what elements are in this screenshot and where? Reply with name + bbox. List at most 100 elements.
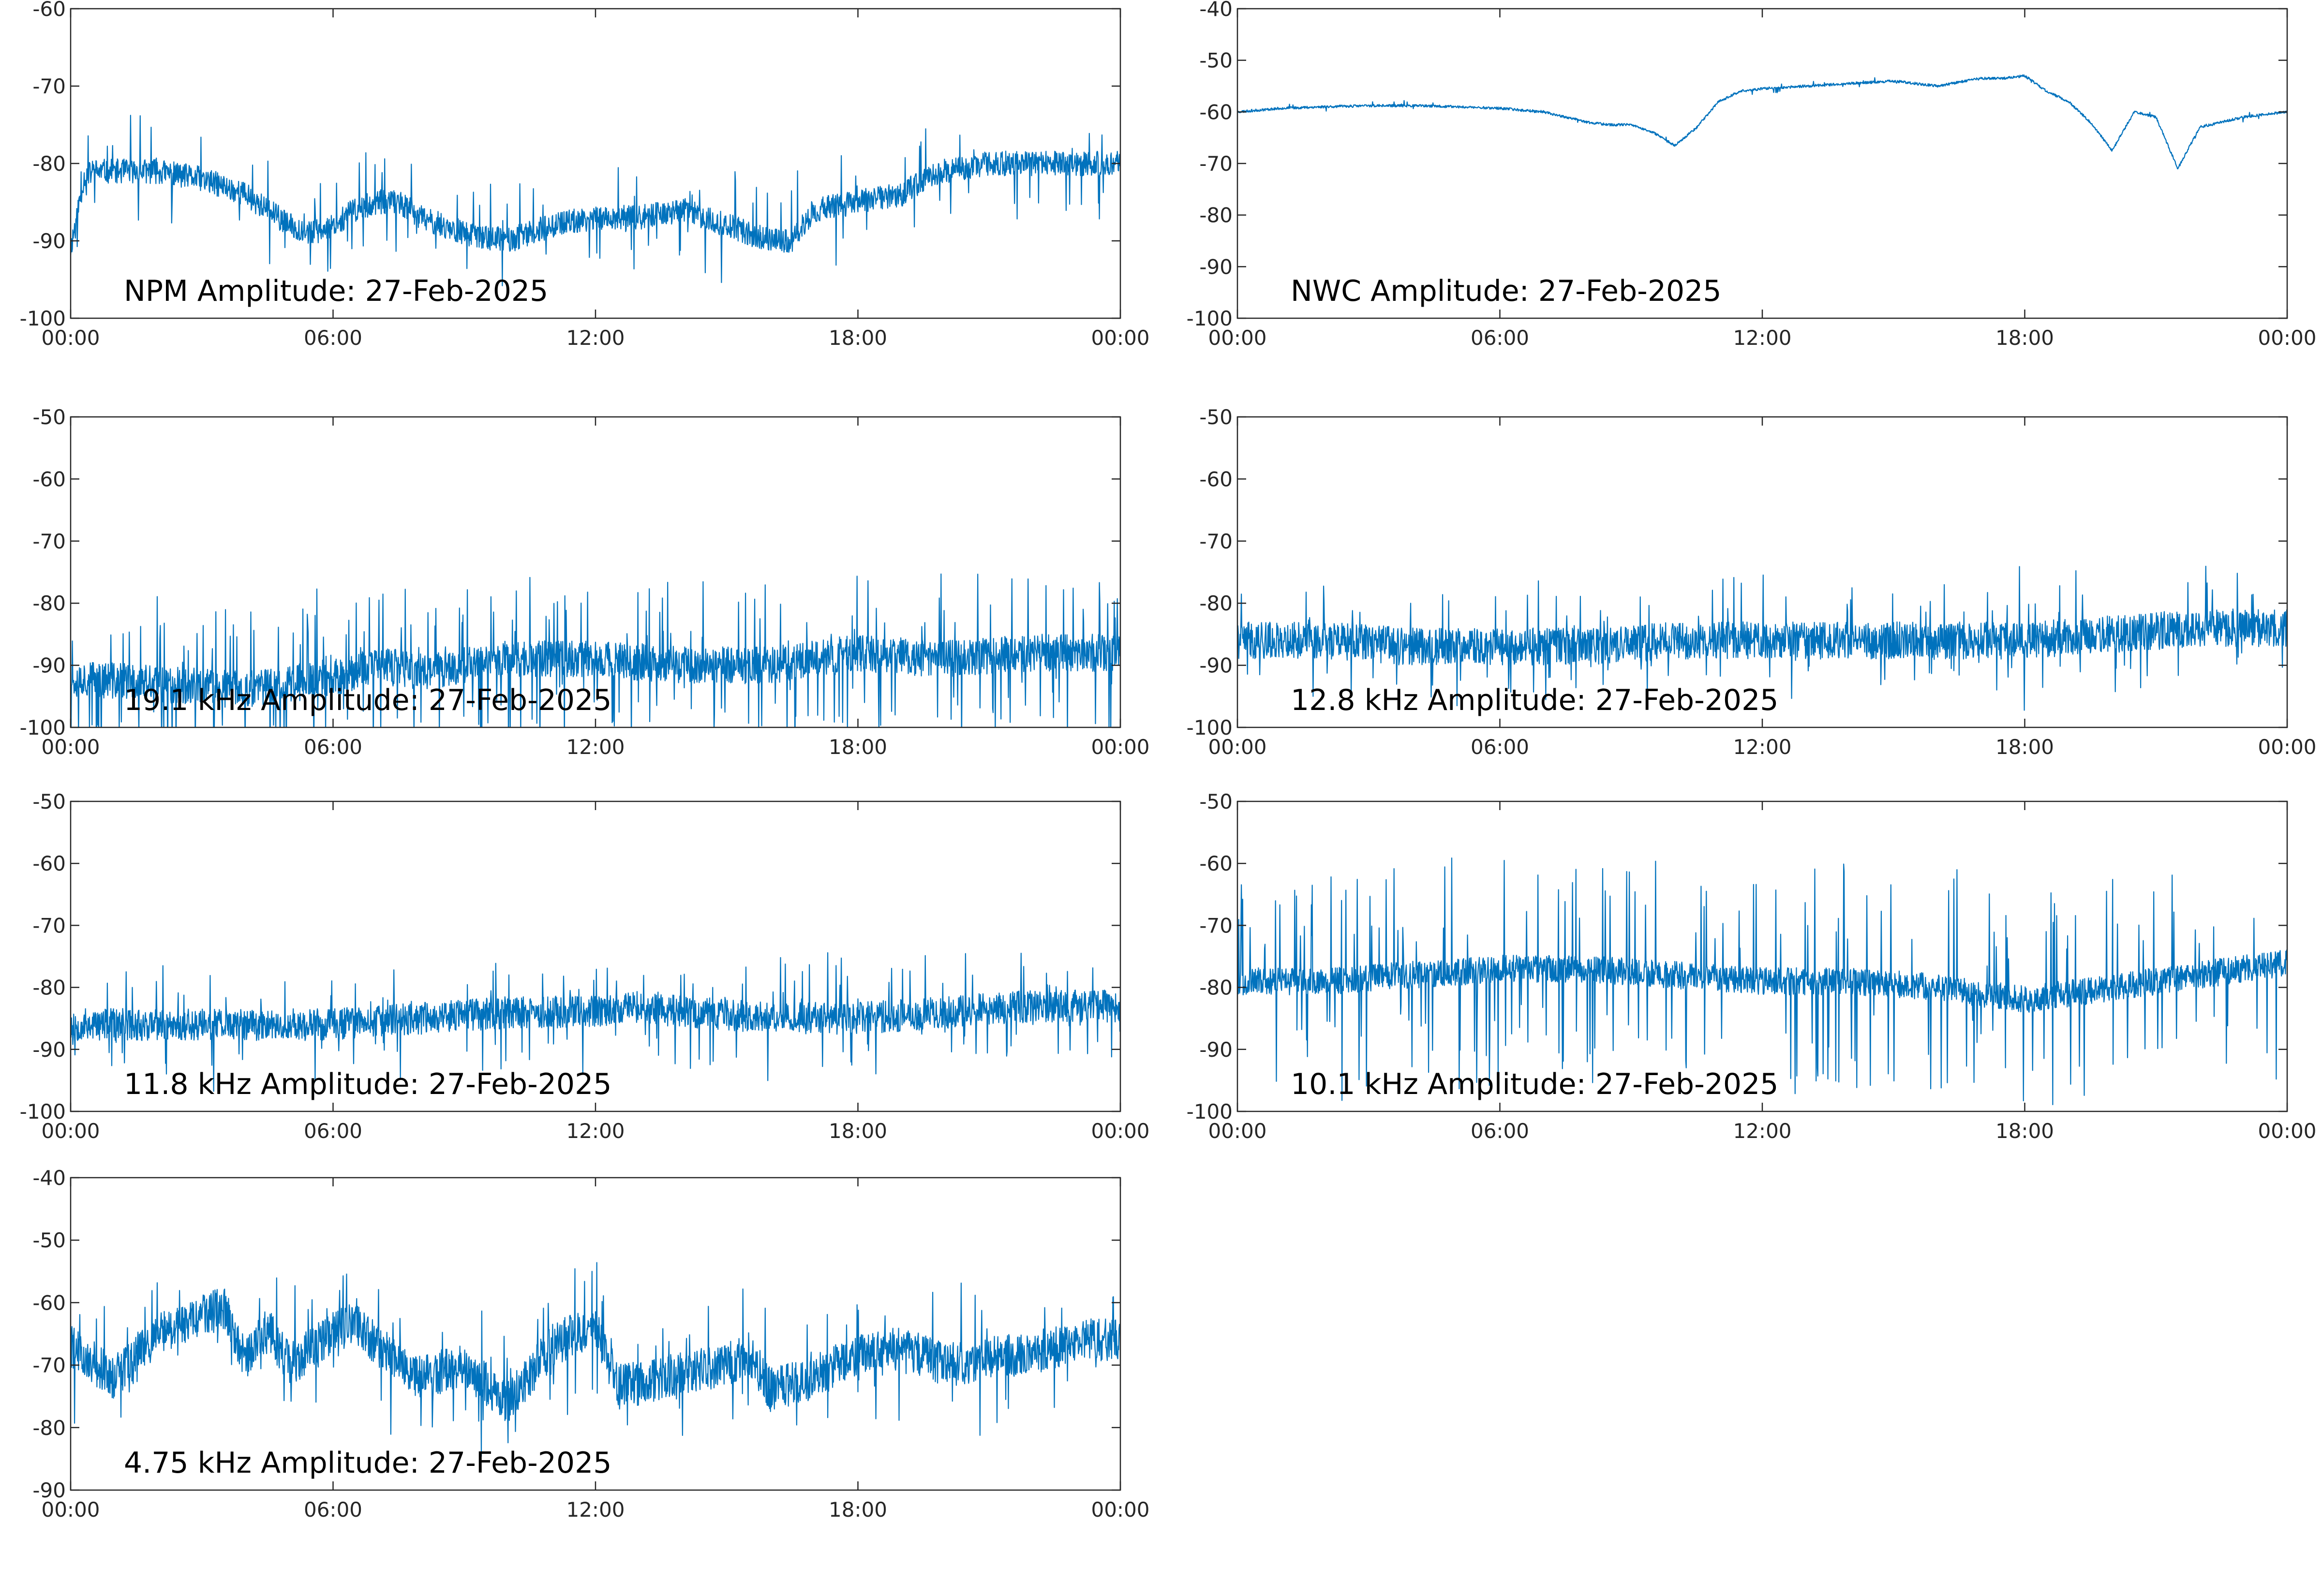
x-tick-label: 00:00 — [1208, 735, 1266, 759]
x-tick-label: 00:00 — [41, 1498, 100, 1522]
y-tick-label: -90 — [32, 654, 66, 678]
x-tick-label: 00:00 — [1091, 1498, 1149, 1522]
y-tick-label: -90 — [32, 229, 66, 253]
y-tick-label: -60 — [1199, 467, 1233, 491]
y-tick-label: -90 — [32, 1478, 66, 1502]
y-tick-label: -70 — [1199, 152, 1233, 176]
panel-title: 19.1 kHz Amplitude: 27-Feb-2025 — [124, 683, 611, 717]
x-tick-label: 18:00 — [1995, 1119, 2054, 1143]
x-tick-label: 00:00 — [1091, 326, 1149, 350]
amplitude-panel: -100 -90 -80 -70 -60 -50 -40 00:00 06:00 12:00 18:… — [1187, 0, 2317, 350]
x-tick-label: 18:00 — [829, 326, 887, 350]
y-tick-label: -50 — [32, 790, 66, 813]
y-tick-label: -100 — [1187, 716, 1233, 739]
amplitude-panel: -100 -90 -80 -70 -60 -50 00:00 06:00 12:00 18:00 0… — [1187, 405, 2317, 759]
y-tick-label: -50 — [32, 405, 66, 429]
x-tick-label: 00:00 — [41, 1119, 100, 1143]
y-tick-label: -80 — [32, 1416, 66, 1440]
axes-frame — [1236, 416, 2288, 728]
y-tick-label: -60 — [1199, 852, 1233, 875]
x-tick-label: 18:00 — [829, 1119, 887, 1143]
amplitude-panel: -100 -90 -80 -70 -60 00:00 06:00 12:00 18:00 00:0… — [20, 0, 1150, 350]
x-tick-label: 12:00 — [1733, 735, 1791, 759]
amplitude-panel: -100 -90 -80 -70 -60 -50 00:00 06:00 12:00 18:00 0… — [1187, 790, 2317, 1143]
x-tick-label: 00:00 — [41, 326, 100, 350]
x-tick-label: 00:00 — [2258, 1119, 2316, 1143]
x-tick-label: 18:00 — [829, 735, 887, 759]
x-tick-label: 12:00 — [1733, 326, 1791, 350]
y-tick-label: -60 — [32, 1291, 66, 1315]
y-tick-label: -80 — [1199, 204, 1233, 227]
amplitude-series-line — [1237, 857, 2287, 1106]
amplitude-series-line — [71, 115, 1120, 286]
x-tick-label: 06:00 — [1471, 735, 1529, 759]
panel-title: NWC Amplitude: 27-Feb-2025 — [1291, 274, 1722, 308]
y-tick-label: -90 — [1199, 654, 1233, 678]
amplitude-panel: -90 -80 -70 -60 -50 -40 00:00 06:00 12:00 18:00 00… — [32, 1166, 1149, 1522]
y-tick-label: -40 — [32, 1166, 66, 1190]
y-tick-label: -40 — [1199, 0, 1233, 21]
x-tick-label: 18:00 — [829, 1498, 887, 1522]
y-tick-label: -100 — [20, 716, 66, 739]
amplitude-series-line — [71, 573, 1120, 727]
y-tick-label: -100 — [1187, 1100, 1233, 1123]
x-tick-label: 00:00 — [1208, 326, 1266, 350]
y-tick-label: -90 — [1199, 1038, 1233, 1062]
x-tick-label: 00:00 — [1208, 1119, 1266, 1143]
x-tick-label: 12:00 — [566, 1119, 625, 1143]
axes-frame — [1236, 8, 2288, 319]
amplitude-series-line — [1237, 565, 2287, 711]
y-tick-label: -50 — [32, 1228, 66, 1252]
x-tick-label: 00:00 — [2258, 735, 2316, 759]
panel-title: 4.75 kHz Amplitude: 27-Feb-2025 — [124, 1446, 611, 1480]
x-tick-label: 12:00 — [566, 1498, 625, 1522]
y-tick-label: -80 — [32, 152, 66, 176]
y-tick-label: -70 — [32, 530, 66, 553]
panel-title: 12.8 kHz Amplitude: 27-Feb-2025 — [1291, 683, 1778, 717]
x-tick-label: 18:00 — [1995, 326, 2054, 350]
amplitude-series-line — [1237, 74, 2287, 170]
panel-title: 11.8 kHz Amplitude: 27-Feb-2025 — [124, 1067, 611, 1101]
y-tick-label: -70 — [1199, 530, 1233, 553]
y-tick-label: -60 — [32, 852, 66, 875]
x-tick-label: 06:00 — [304, 735, 362, 759]
y-tick-label: -60 — [32, 467, 66, 491]
x-tick-label: 18:00 — [1995, 735, 2054, 759]
x-tick-label: 00:00 — [1091, 1119, 1149, 1143]
y-tick-label: -60 — [32, 0, 66, 21]
x-tick-label: 06:00 — [304, 326, 362, 350]
y-tick-label: -80 — [32, 976, 66, 1000]
y-tick-label: -90 — [1199, 255, 1233, 279]
amplitude-series-line — [71, 952, 1120, 1092]
y-tick-label: -70 — [1199, 914, 1233, 937]
axes-frame — [70, 800, 1121, 1112]
amplitude-series-line — [71, 1262, 1120, 1457]
y-tick-label: -100 — [1187, 307, 1233, 330]
y-tick-label: -80 — [1199, 976, 1233, 1000]
x-tick-label: 00:00 — [2258, 326, 2316, 350]
panel-title: 10.1 kHz Amplitude: 27-Feb-2025 — [1291, 1067, 1778, 1101]
amplitude-panel: -100 -90 -80 -70 -60 -50 00:00 06:00 12:00 18:00 0… — [20, 405, 1150, 759]
x-tick-label: 06:00 — [1471, 326, 1529, 350]
x-tick-label: 00:00 — [1091, 735, 1149, 759]
panel-title: NPM Amplitude: 27-Feb-2025 — [124, 274, 548, 308]
y-tick-label: -70 — [32, 1354, 66, 1377]
x-tick-label: 06:00 — [304, 1498, 362, 1522]
y-tick-label: -50 — [1199, 790, 1233, 813]
y-tick-label: -70 — [32, 914, 66, 937]
x-tick-label: 06:00 — [304, 1119, 362, 1143]
x-tick-label: 12:00 — [1733, 1119, 1791, 1143]
x-tick-label: 00:00 — [41, 735, 100, 759]
y-tick-label: -60 — [1199, 100, 1233, 124]
y-tick-label: -50 — [1199, 405, 1233, 429]
amplitude-panel: -100 -90 -80 -70 -60 -50 00:00 06:00 12:00 18:00 0… — [20, 790, 1150, 1143]
y-tick-label: -100 — [20, 307, 66, 330]
y-tick-label: -100 — [20, 1100, 66, 1123]
y-tick-label: -70 — [32, 74, 66, 98]
y-tick-label: -80 — [32, 591, 66, 615]
y-tick-label: -50 — [1199, 49, 1233, 73]
y-tick-label: -80 — [1199, 591, 1233, 615]
x-tick-label: 12:00 — [566, 326, 625, 350]
x-tick-label: 06:00 — [1471, 1119, 1529, 1143]
